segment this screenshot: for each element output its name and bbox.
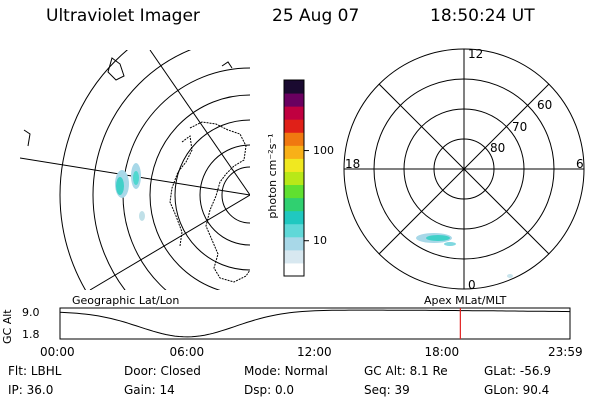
colorbar-segment [284,132,304,146]
latitude-circle [199,144,250,246]
coastline [169,135,193,247]
latitude-circle [149,94,250,290]
geographic-map-panel [20,50,250,290]
colorbar-segment [284,197,304,212]
instrument-title: Ultraviolet Imager [46,6,200,26]
altitude-curve [59,309,571,338]
status-field: Seq: 39 [364,383,410,397]
status-field: GLon: 90.4 [484,383,549,397]
colorbar-segment [284,145,304,159]
aurora-emission [115,163,145,221]
colorbar-segment [284,80,304,94]
mlt-label-bottom: 0 [468,278,476,292]
latitude-circle [92,50,192,290]
altitude-ytick-max: 9.0 [22,306,40,319]
status-field: Flt: LBHL [8,364,61,378]
status-value: 0.0 [274,383,295,397]
altitude-ylabel: GC Alt [1,309,14,344]
status-key: IP: [8,383,27,397]
header-time: 18:50:24 UT [430,6,535,26]
map-panel-label: Geographic Lat/Lon [72,294,180,307]
status-value: 8.1 Re [409,364,448,378]
colorbar: photon cm⁻²s⁻¹ [266,79,309,277]
status-key: Gain: [124,383,160,397]
status-value: 90.4 [522,383,550,397]
colorbar-segment [284,93,304,107]
mlt-label-left: 18 [345,157,361,171]
latitude-circle [221,166,250,224]
status-field: IP: 36.0 [8,383,53,397]
latitude-circle [59,50,129,290]
colorbar-segment [284,119,304,133]
latitude-circle [122,67,250,290]
colorbar-segment [284,223,304,238]
status-key: Door: [124,364,161,378]
altitude-xtick-label: 00:00 [40,345,75,359]
status-key: Seq: [364,383,395,397]
colorbar-unit-label: photon cm⁻²s⁻¹ [266,133,279,218]
status-value: 39 [394,383,410,397]
status-field: Dsp: 0.0 [244,383,294,397]
status-key: GLon: [484,383,523,397]
status-value: 36.0 [26,383,54,397]
status-field: Door: Closed [124,364,201,378]
altitude-xtick-label: 23:59 [548,345,583,359]
colorbar-tick-label: 10 [313,233,327,247]
status-key: Mode: [244,364,285,378]
colorbar-segment [284,249,304,264]
colorbar-segment [284,106,304,120]
status-value: Normal [284,364,328,378]
coastline [189,121,250,283]
altitude-plot [59,307,571,340]
header-date: 25 Aug 07 [272,6,360,26]
mlat-label-80: 80 [490,141,506,155]
status-field: Gain: 14 [124,383,175,397]
mlat-label-60: 60 [537,98,553,112]
longitude-line [149,50,250,196]
status-key: GLat: [484,364,520,378]
latitude-circle [174,119,250,271]
status-field: GLat: -56.9 [484,364,551,378]
coastline [221,61,233,69]
status-value: Closed [160,364,201,378]
altitude-plot-frame [59,307,571,340]
mlat-label-70: 70 [512,120,528,134]
coastline [23,129,31,147]
altitude-xtick-label: 18:00 [424,345,460,359]
status-value: LBHL [30,364,62,378]
colorbar-segment [284,171,304,186]
altitude-xtick-label: 12:00 [297,345,332,359]
polar-plot-panel [343,48,585,290]
status-value: -56.9 [519,364,551,378]
status-field: Mode: Normal [244,364,328,378]
status-key: Flt: [8,364,31,378]
mlt-label-top: 12 [468,47,484,61]
altitude-xtick-label: 06:00 [169,345,205,359]
mlt-line-diagonal [378,83,550,255]
coastline [107,57,125,81]
status-field: GC Alt: 8.1 Re [364,364,448,378]
altitude-ytick-min: 1.8 [22,328,40,341]
polar-panel-label: Apex MLat/MLT [424,294,507,307]
colorbar-scale [284,80,304,277]
colorbar-segment [284,210,304,225]
mlt-label-right: 6 [576,157,584,171]
colorbar-segment [284,184,304,199]
aurora-emission [416,233,513,278]
status-key: GC Alt: [364,364,410,378]
status-key: Dsp: [244,383,275,397]
colorbar-segment [284,158,304,172]
colorbar-segment [284,236,304,251]
longitude-line [89,194,250,290]
status-value: 14 [159,383,175,397]
colorbar-tick-label: 100 [313,143,334,157]
colorbar-segment [284,262,304,277]
